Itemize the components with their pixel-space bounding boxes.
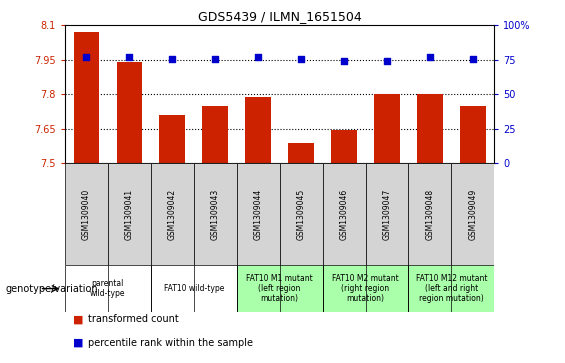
Point [211,56,220,61]
Bar [323,265,408,312]
Title: GDS5439 / ILMN_1651504: GDS5439 / ILMN_1651504 [198,10,362,23]
Bar [159,115,185,163]
Point [168,56,177,61]
Bar [288,143,314,163]
Bar [408,265,494,312]
Text: FAT10 M2 mutant
(right region
mutation): FAT10 M2 mutant (right region mutation) [332,274,399,303]
Bar [151,265,237,312]
Point [125,54,134,60]
Text: GSM1309048: GSM1309048 [425,189,434,240]
Bar [451,163,494,265]
Bar [116,62,142,163]
Bar [374,94,400,163]
Bar [108,163,151,265]
Bar [73,32,99,163]
Bar [331,130,357,163]
Bar [323,163,366,265]
Bar [417,94,443,163]
Text: FAT10 M1 mutant
(left region
mutation): FAT10 M1 mutant (left region mutation) [246,274,313,303]
Bar [460,106,486,163]
Bar [202,106,228,163]
Point [82,54,91,60]
Bar [65,265,151,312]
Text: parental
wild-type: parental wild-type [90,279,125,298]
Bar [237,265,323,312]
Point [425,54,434,60]
Text: percentile rank within the sample: percentile rank within the sample [88,338,253,348]
Bar [408,163,451,265]
Bar [245,97,271,163]
Bar [366,163,408,265]
Bar [194,163,237,265]
Text: GSM1309041: GSM1309041 [125,189,134,240]
Text: transformed count: transformed count [88,314,179,325]
Bar [280,163,323,265]
Text: genotype/variation: genotype/variation [6,284,98,294]
Text: GSM1309047: GSM1309047 [383,188,392,240]
Point [340,58,349,64]
Point [297,56,306,61]
Text: GSM1309044: GSM1309044 [254,188,263,240]
Text: ■: ■ [73,338,84,348]
Text: GSM1309045: GSM1309045 [297,188,306,240]
Point [254,54,263,60]
Bar [151,163,194,265]
Text: GSM1309049: GSM1309049 [468,188,477,240]
Text: GSM1309043: GSM1309043 [211,188,220,240]
Point [468,56,477,61]
Point [383,58,392,64]
Bar [237,163,280,265]
Bar [65,163,108,265]
Text: ■: ■ [73,314,84,325]
Text: GSM1309040: GSM1309040 [82,188,91,240]
Text: FAT10 M12 mutant
(left and right
region mutation): FAT10 M12 mutant (left and right region … [416,274,487,303]
Text: GSM1309046: GSM1309046 [340,188,349,240]
Text: GSM1309042: GSM1309042 [168,189,177,240]
Text: FAT10 wild-type: FAT10 wild-type [164,284,224,293]
